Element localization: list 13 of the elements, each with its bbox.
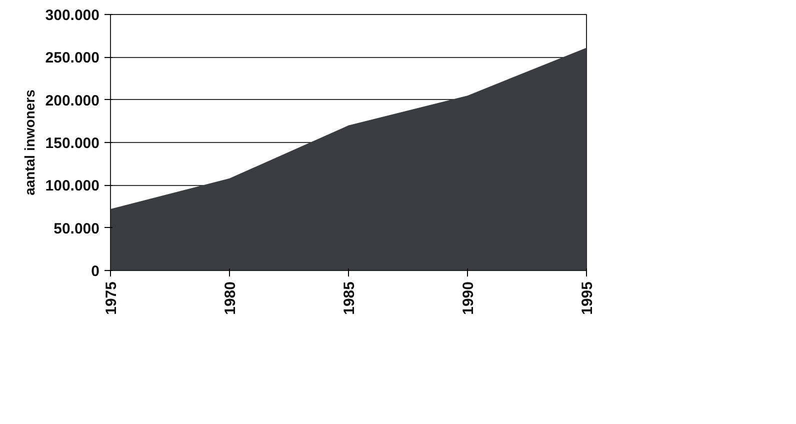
x-tick-label: 1995: [579, 281, 596, 315]
y-tick-label: 50.000: [54, 220, 100, 238]
y-tick-label: 0: [91, 263, 100, 280]
y-tick-label: 150.000: [45, 135, 100, 152]
y-tick-label: 200.000: [45, 92, 100, 110]
y-tick-label: 250.000: [45, 50, 100, 67]
y-axis-title: aantal inwoners: [21, 89, 38, 196]
x-tick-label: 1990: [460, 281, 477, 315]
y-tick-label: 100.000: [45, 178, 100, 195]
x-tick-label: 1975: [103, 281, 120, 315]
y-tick-label: 300.000: [45, 7, 100, 24]
x-tick-label: 1980: [222, 281, 239, 315]
x-tick-label: 1985: [341, 281, 358, 315]
